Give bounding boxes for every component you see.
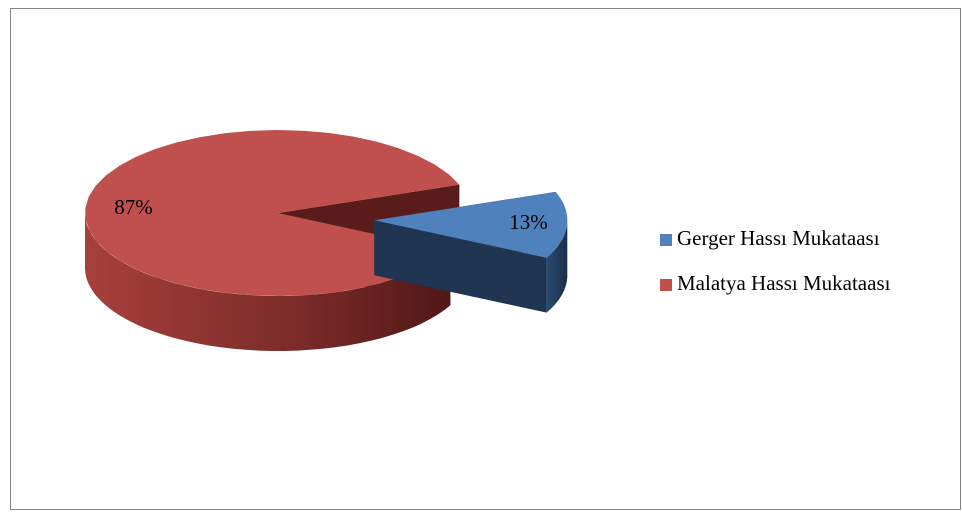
slice [374, 191, 568, 258]
legend-swatch [660, 279, 672, 291]
legend-swatch [660, 234, 672, 246]
slice-side [85, 213, 451, 351]
data-label: 13% [509, 210, 548, 234]
legend-label: Malatya Hassı Mukataası [677, 271, 891, 295]
legend-label: Gerger Hassı Mukataası [677, 226, 880, 250]
slice [85, 130, 460, 296]
slice-face [374, 220, 547, 313]
data-label: 87% [114, 195, 153, 219]
slice-side [546, 220, 568, 313]
